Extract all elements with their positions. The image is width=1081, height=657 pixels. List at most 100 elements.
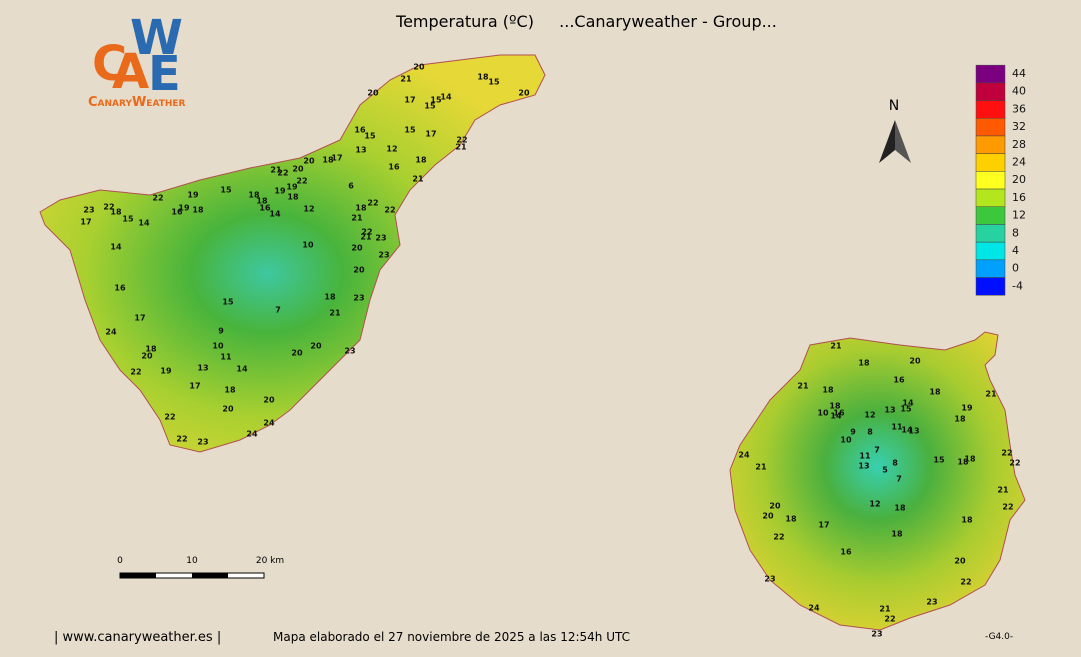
logo-letter: W [130, 10, 183, 66]
legend-label: -4 [1012, 279, 1023, 292]
station-temperature: 8 [892, 459, 898, 468]
legend-swatch [975, 241, 1006, 261]
station-temperature: 17 [80, 218, 91, 227]
station-temperature: 18 [248, 191, 260, 200]
legend-label: 12 [1012, 209, 1026, 222]
station-temperature: 22 [152, 194, 163, 203]
station-temperature: 14 [830, 412, 842, 421]
station-temperature: 22 [367, 199, 378, 208]
station-temperature: 24 [105, 328, 117, 337]
station-temperature: 16 [171, 208, 183, 217]
station-temperature: 10 [840, 436, 852, 445]
legend-swatch [975, 188, 1006, 208]
station-temperature: 15 [122, 215, 134, 224]
legend-swatch [975, 206, 1006, 225]
station-temperature: 20 [769, 502, 781, 511]
legend-swatch [975, 153, 1006, 172]
compass-arrow [895, 120, 911, 163]
legend-swatch [975, 118, 1006, 137]
station-temperature: 23 [926, 598, 937, 607]
station-temperature: 12 [864, 411, 875, 420]
footer-version: -G4.0- [985, 632, 1013, 642]
station-temperature: 21 [360, 233, 372, 242]
station-temperature: 18 [894, 504, 906, 513]
station-temperature: 16 [840, 548, 852, 557]
logo-letter: A [112, 44, 149, 100]
logo-letter: E [148, 46, 181, 102]
island-tenerife [39, 54, 546, 453]
station-temperature: 18 [929, 388, 941, 397]
station-temperature: 18 [785, 515, 797, 524]
station-temperature: 16 [354, 126, 366, 135]
station-temperature: 18 [858, 359, 870, 368]
station-temperature: 18 [192, 206, 204, 215]
station-temperature: 24 [738, 451, 750, 460]
station-temperature: 17 [425, 130, 436, 139]
station-temperature: 7 [896, 475, 902, 484]
station-temperature: 20 [518, 89, 530, 98]
legend-label: 40 [1012, 85, 1026, 98]
station-temperature: 20 [954, 557, 966, 566]
station-temperature: 20 [141, 352, 153, 361]
footer-site: | www.canaryweather.es | [54, 630, 221, 645]
station-temperature: 20 [222, 405, 234, 414]
station-temperature: 11 [859, 452, 871, 461]
station-temperature: 18 [961, 516, 973, 525]
station-temperature: 18 [822, 386, 834, 395]
station-temperature: 22 [456, 136, 467, 145]
station-temperature: 21 [755, 463, 767, 472]
station-temperature: 18 [224, 386, 236, 395]
station-temperature: 8 [867, 428, 873, 437]
station-temperature: 13 [908, 427, 919, 436]
station-temperature: 20 [310, 342, 322, 351]
station-temperature: 17 [189, 382, 200, 391]
station-temperature: 16 [388, 163, 400, 172]
station-temperature: 14 [440, 93, 452, 102]
station-temperature: 21 [455, 143, 467, 152]
station-temperature: 22 [884, 615, 895, 624]
station-temperature: 16 [833, 409, 845, 418]
station-temperature: 13 [858, 462, 869, 471]
logo-letter: C [92, 36, 127, 92]
compass-arrow [879, 120, 895, 163]
station-temperature: 21 [985, 390, 997, 399]
legend-swatch [975, 64, 1006, 84]
station-temperature: 10 [212, 342, 224, 351]
station-temperature: 19 [178, 204, 190, 213]
station-temperature: 14 [110, 243, 122, 252]
station-temperature: 19 [286, 183, 298, 192]
station-temperature: 22 [164, 413, 175, 422]
legend-swatch [975, 82, 1006, 101]
station-temperature: 20 [909, 357, 921, 366]
station-temperature: 10 [302, 241, 314, 250]
station-temperature: 7 [275, 306, 281, 315]
station-temperature: 16 [114, 284, 126, 293]
station-temperature: 22 [296, 177, 307, 186]
scale-bar [119, 572, 265, 579]
station-temperature: 14 [902, 399, 914, 408]
station-temperature: 22 [1002, 503, 1013, 512]
station-temperature: 20 [367, 89, 379, 98]
station-temperature: 22 [773, 533, 784, 542]
station-temperature: 18 [964, 455, 976, 464]
station-temperature: 20 [762, 512, 774, 521]
legend-label: 44 [1012, 67, 1026, 80]
station-temperature: 9 [218, 327, 224, 336]
station-temperature: 16 [259, 204, 271, 213]
station-temperature: 18 [324, 293, 336, 302]
station-temperature: 9 [850, 428, 856, 437]
station-temperature: 22 [960, 578, 971, 587]
station-temperature: 23 [378, 251, 389, 260]
station-temperature: 22 [361, 228, 372, 237]
station-temperature: 14 [269, 210, 281, 219]
legend-swatch [975, 277, 1006, 296]
legend-swatch [975, 100, 1006, 119]
station-temperature: 15 [424, 102, 436, 111]
legend-label: 32 [1012, 120, 1026, 133]
station-temperature: 22 [277, 169, 288, 178]
station-temperature: 18 [891, 530, 903, 539]
station-temperature: 18 [322, 156, 334, 165]
station-temperature: 18 [957, 458, 969, 467]
